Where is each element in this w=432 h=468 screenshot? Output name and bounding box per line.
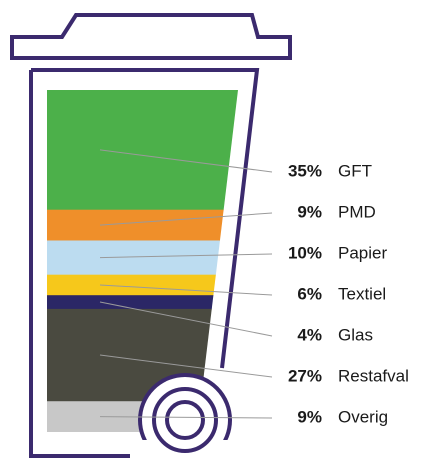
segment: [40, 275, 250, 296]
bin-lid: [12, 15, 290, 58]
value-label: 35%: [288, 161, 322, 180]
value-label: 6%: [297, 284, 322, 303]
category-label: Glas: [338, 325, 373, 344]
category-label: Overig: [338, 407, 388, 426]
value-label: 27%: [288, 366, 322, 385]
segment: [40, 210, 250, 241]
category-label: PMD: [338, 202, 376, 221]
category-label: Restafval: [338, 366, 409, 385]
value-label: 4%: [297, 325, 322, 344]
category-label: Textiel: [338, 284, 386, 303]
bin-contents: [40, 90, 250, 433]
category-label: Papier: [338, 243, 387, 262]
chart: 35% GFT 9% PMD 10% Papier 6% Textiel 4% Glas 27% Re…: [0, 0, 432, 468]
segment: [40, 90, 250, 210]
segment: [40, 295, 250, 309]
segment: [40, 240, 250, 275]
wheel-hub: [167, 402, 203, 438]
category-label: GFT: [338, 161, 372, 180]
value-label: 9%: [297, 202, 322, 221]
value-label: 10%: [288, 243, 322, 262]
value-label: 9%: [297, 407, 322, 426]
